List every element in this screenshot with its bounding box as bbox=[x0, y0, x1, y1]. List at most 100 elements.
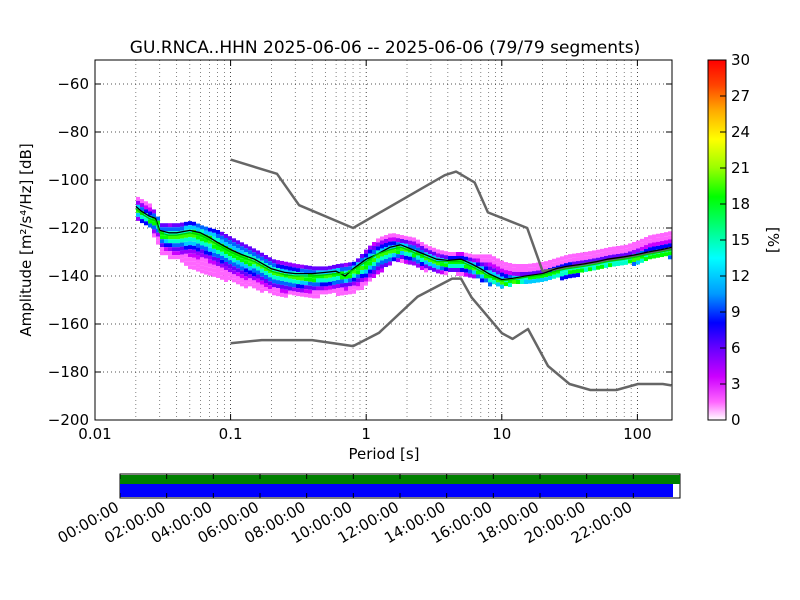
heatmap-cell bbox=[600, 264, 604, 269]
heatmap-cell bbox=[280, 280, 284, 285]
heatmap-cell bbox=[168, 255, 172, 260]
y-tick-label: −180 bbox=[48, 363, 89, 381]
heatmap-cell bbox=[556, 257, 560, 262]
heatmap-cell bbox=[324, 286, 328, 291]
heatmap-cell bbox=[648, 243, 652, 248]
heatmap-cell bbox=[372, 242, 376, 247]
heatmap-cell bbox=[304, 273, 308, 278]
heatmap-cell bbox=[276, 292, 280, 297]
heatmap-cell bbox=[388, 241, 392, 246]
heatmap-cell bbox=[332, 280, 336, 285]
heatmap-cell bbox=[264, 282, 268, 287]
heatmap-cell bbox=[284, 289, 288, 294]
heatmap-cell bbox=[596, 265, 600, 270]
heatmap-cell bbox=[408, 236, 412, 241]
heatmap-cell bbox=[460, 272, 464, 276]
heatmap-cell bbox=[320, 290, 324, 295]
heatmap-cell bbox=[192, 261, 196, 266]
heatmap-cell bbox=[284, 269, 288, 274]
heatmap-cell bbox=[232, 254, 236, 259]
heatmap-cell bbox=[228, 256, 232, 261]
heatmap-cell bbox=[656, 245, 660, 250]
y-tick-label: −100 bbox=[48, 171, 89, 189]
heatmap-cell bbox=[376, 254, 380, 259]
heatmap-cell bbox=[152, 225, 156, 230]
heatmap-cell bbox=[180, 238, 184, 243]
heatmap-cell bbox=[336, 276, 340, 281]
heatmap-cell bbox=[668, 235, 672, 240]
heatmap-cell bbox=[560, 264, 564, 269]
heatmap-cell bbox=[500, 276, 504, 281]
heatmap-cell bbox=[392, 249, 396, 254]
heatmap-cell bbox=[656, 233, 660, 238]
heatmap-cell bbox=[316, 294, 320, 299]
heatmap-cell bbox=[624, 252, 628, 257]
heatmap-cell bbox=[340, 267, 344, 272]
heatmap-cell bbox=[496, 262, 500, 267]
heatmap-cell bbox=[460, 268, 464, 272]
heatmap-cell bbox=[636, 244, 640, 249]
heatmap-cell bbox=[252, 264, 256, 269]
heatmap-cell bbox=[552, 262, 556, 267]
colorbar-tick-label: 15 bbox=[731, 231, 750, 249]
heatmap-cell bbox=[664, 236, 668, 241]
heatmap-cell bbox=[188, 253, 192, 258]
heatmap-cell bbox=[488, 270, 492, 275]
heatmap-cell bbox=[496, 274, 500, 279]
heatmap-cell bbox=[224, 249, 228, 254]
heatmap-cell bbox=[412, 257, 416, 262]
heatmap-cell bbox=[316, 286, 320, 291]
heatmap-cell bbox=[532, 279, 536, 284]
heatmap-cell bbox=[288, 262, 292, 267]
heatmap-cell bbox=[476, 258, 480, 263]
heatmap-cell bbox=[480, 254, 484, 259]
heatmap-cell bbox=[500, 280, 504, 285]
heatmap-cell bbox=[556, 269, 560, 274]
heatmap-cell bbox=[180, 246, 184, 251]
heatmap-cell bbox=[232, 250, 236, 255]
heatmap-cell bbox=[256, 250, 260, 255]
heatmap-cell bbox=[632, 245, 636, 250]
heatmap-cell bbox=[564, 255, 568, 260]
heatmap-cell bbox=[316, 278, 320, 283]
heatmap-cell bbox=[632, 261, 636, 266]
heatmap-cell bbox=[168, 239, 172, 244]
chart-title: GU.RNCA..HHN 2025-06-06 -- 2025-06-06 (7… bbox=[130, 38, 640, 58]
heatmap-cell bbox=[172, 255, 176, 260]
heatmap-cell bbox=[240, 246, 244, 251]
heatmap-cell bbox=[220, 267, 224, 272]
heatmap-cell bbox=[216, 237, 220, 242]
heatmap-cell bbox=[512, 271, 516, 276]
y-axis-ticks: −200 −180 −160 −140 −120 −100 −80 −60 bbox=[48, 75, 672, 429]
heatmap-cell bbox=[452, 256, 456, 260]
heatmap-cell bbox=[352, 277, 356, 282]
heatmap-cell bbox=[268, 273, 272, 278]
heatmap-cell bbox=[528, 275, 532, 280]
heatmap-cell bbox=[468, 273, 472, 278]
heatmap-cell bbox=[156, 216, 160, 221]
heatmap-cell bbox=[568, 254, 572, 259]
heatmap-cell bbox=[340, 287, 344, 292]
heatmap-cell bbox=[268, 269, 272, 274]
heatmap-cell bbox=[192, 245, 196, 250]
heatmap-cell bbox=[532, 271, 536, 276]
heatmap-cell bbox=[380, 252, 384, 257]
heatmap-cell bbox=[200, 249, 204, 254]
heatmap-cell bbox=[576, 269, 580, 274]
heatmap-cell bbox=[224, 241, 228, 246]
colorbar-tick-label: 24 bbox=[731, 123, 750, 141]
heatmap-cell bbox=[284, 265, 288, 270]
heatmap-cell bbox=[432, 259, 436, 264]
heatmap-cell bbox=[352, 285, 356, 290]
heatmap-cell bbox=[196, 227, 200, 232]
heatmap-cell bbox=[212, 268, 216, 273]
heatmap-cell bbox=[328, 289, 332, 294]
heatmap-cell bbox=[480, 278, 484, 283]
heatmap-cell bbox=[580, 252, 584, 257]
colorbar-tick-label: 12 bbox=[731, 267, 750, 285]
heatmap-cell bbox=[244, 268, 248, 273]
heatmap-cell bbox=[324, 290, 328, 295]
heatmap-cell bbox=[240, 242, 244, 247]
heatmap-cell bbox=[652, 238, 656, 243]
heatmap-cell bbox=[268, 285, 272, 290]
